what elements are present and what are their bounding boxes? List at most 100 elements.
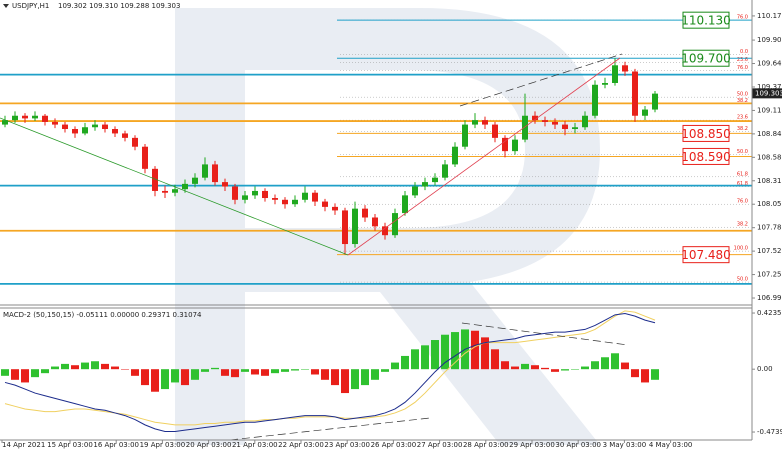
quote: 109.302 109.310 109.288 109.303 — [58, 2, 180, 10]
level-label-box — [682, 11, 730, 29]
fib-label: 50.0 — [737, 92, 748, 98]
x-tick-label: 28 Apr 03:00 — [463, 441, 509, 449]
candle-body — [252, 190, 258, 196]
fib-label: 23.6 — [737, 57, 748, 63]
histogram-bar — [31, 369, 39, 378]
candle-body — [522, 115, 528, 140]
candle-body — [72, 129, 78, 134]
histogram-bar — [351, 369, 359, 390]
candle-body — [382, 226, 388, 236]
histogram-bar — [601, 357, 609, 370]
histogram-bar — [611, 353, 619, 370]
histogram-bar — [171, 369, 179, 383]
histogram-bar — [491, 349, 499, 370]
candle-body — [22, 115, 28, 119]
fib-label: 23.6 — [737, 115, 748, 121]
candle-body — [482, 120, 488, 125]
histogram-bar — [641, 369, 649, 383]
y-tick-label: 106.990 — [757, 294, 782, 302]
level-label: 108.590 — [681, 150, 731, 164]
histogram-bar — [191, 369, 199, 380]
candle-body — [632, 71, 638, 116]
x-tick-label: 15 Apr 03:00 — [47, 441, 93, 449]
x-tick-label: 14 Apr 2021 — [2, 441, 45, 449]
histogram-bar — [411, 349, 419, 370]
x-tick-label: 26 Apr 03:00 — [371, 441, 417, 449]
y-tick-label: 0.00 — [757, 365, 773, 373]
level-label-box — [682, 124, 730, 142]
fib-label: 61.8 — [737, 181, 748, 187]
price-panel: 76.00.023.676.050.038.223.638.250.061.86… — [0, 11, 782, 302]
x-tick-label: 16 Apr 03:00 — [93, 441, 139, 449]
candle-body — [212, 164, 218, 183]
histogram-bar — [11, 369, 19, 380]
fib-label: 61.8 — [737, 171, 748, 177]
candle-body — [82, 127, 88, 134]
last-price-box — [752, 88, 782, 99]
watermark — [175, 8, 600, 445]
level-label: 110.130 — [681, 14, 731, 28]
histogram-bar — [251, 369, 259, 375]
candle-body — [552, 121, 558, 125]
histogram-bar — [281, 369, 289, 372]
histogram-bar — [271, 369, 279, 374]
fib-label: 76.0 — [737, 65, 748, 71]
candle-body — [642, 109, 648, 116]
histogram-bar — [71, 365, 79, 370]
histogram-bar — [101, 363, 109, 370]
fib-label: 76.0 — [737, 199, 748, 205]
menu-arrow — [3, 4, 9, 8]
candle-body — [582, 115, 588, 128]
trend-line — [229, 417, 431, 441]
level-label: 109.700 — [681, 52, 731, 66]
candle-body — [202, 164, 208, 178]
y-tick-label: 108.050 — [757, 200, 782, 208]
histogram-bar — [371, 369, 379, 380]
candle-body — [132, 137, 138, 147]
fib-label: 38.2 — [737, 126, 748, 132]
histogram-bar — [141, 369, 149, 386]
candle-body — [292, 199, 298, 205]
histogram-bar — [111, 366, 119, 370]
candle-body — [122, 133, 128, 138]
histogram-bar — [581, 366, 589, 370]
histogram-bar — [651, 369, 659, 380]
histogram-bar — [231, 369, 239, 378]
candle-body — [312, 192, 318, 202]
histogram-bar — [201, 369, 209, 372]
histogram-bar — [311, 369, 319, 375]
histogram-bar — [1, 369, 9, 376]
histogram-bar — [151, 369, 159, 392]
histogram-bar — [181, 369, 189, 386]
candle-body — [102, 124, 108, 130]
trend-line — [461, 322, 629, 346]
histogram-bar — [21, 369, 29, 383]
candle-body — [622, 65, 628, 72]
histogram-bar — [91, 361, 99, 370]
x-tick-label: 30 Apr 03:00 — [555, 441, 601, 449]
candle-body — [2, 120, 8, 125]
candle-body — [342, 210, 348, 245]
last-price: 109.303 — [755, 89, 782, 97]
fib-label: 50.0 — [737, 149, 748, 155]
histogram-bar — [221, 369, 229, 376]
histogram-bar — [421, 345, 429, 370]
histogram-bar — [211, 367, 219, 370]
candle-body — [542, 120, 548, 122]
histogram-bar — [511, 366, 519, 370]
x-tick-label: 19 Apr 03:00 — [140, 441, 186, 449]
histogram-bar — [131, 369, 139, 376]
fib-label: 100.0 — [734, 246, 748, 252]
histogram-bar — [161, 369, 169, 390]
candle-body — [452, 146, 458, 165]
candle-body — [442, 164, 448, 178]
candle-body — [172, 189, 178, 193]
level-label: 108.850 — [681, 127, 731, 141]
y-tick-label: 108.845 — [757, 130, 782, 138]
candle-body — [402, 195, 408, 214]
candle-body — [422, 182, 428, 187]
candle-body — [112, 129, 118, 134]
candle-body — [322, 201, 328, 207]
histogram-bar — [391, 362, 399, 370]
y-tick-label: 108.580 — [757, 153, 782, 161]
